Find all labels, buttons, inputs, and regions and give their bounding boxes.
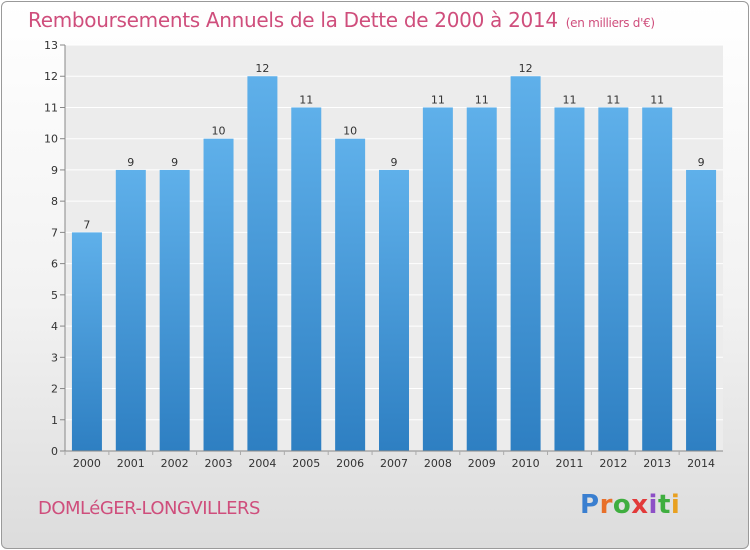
chart-title: Remboursements Annuels de la Dette de 20… — [28, 8, 655, 32]
bar-value-label: 9 — [391, 156, 398, 169]
x-tick-label: 2001 — [117, 457, 145, 470]
bar-value-label: 11 — [299, 93, 313, 106]
bar — [203, 138, 234, 451]
x-tick-label: 2011 — [555, 457, 583, 470]
y-tick-label: 10 — [44, 133, 58, 146]
city-name: DOMLéGER-LONGVILLERS — [38, 498, 260, 519]
bar-value-label: 11 — [475, 93, 489, 106]
bar — [291, 107, 322, 451]
x-tick-label: 2000 — [73, 457, 101, 470]
bar — [379, 169, 409, 451]
bar-value-label: 11 — [562, 93, 576, 106]
x-tick-label: 2012 — [599, 457, 627, 470]
logo-letter: i — [648, 490, 658, 520]
chart-title-text: Remboursements Annuels de la Dette de 20… — [28, 8, 558, 32]
bar — [247, 76, 278, 451]
x-tick-label: 2014 — [687, 457, 715, 470]
bar — [422, 107, 453, 451]
x-tick-label: 2008 — [424, 457, 452, 470]
y-tick-label: 3 — [51, 351, 58, 364]
y-tick-label: 9 — [51, 164, 58, 177]
logo-letter: r — [599, 490, 613, 520]
y-tick-label: 8 — [51, 195, 58, 208]
bar-value-label: 12 — [519, 62, 533, 75]
bar — [466, 107, 497, 451]
bar-value-label: 11 — [650, 93, 664, 106]
y-tick-label: 12 — [44, 70, 58, 83]
bar-value-label: 11 — [606, 93, 620, 106]
bar-value-label: 7 — [83, 218, 90, 231]
logo-letter: x — [631, 490, 649, 520]
logo-letter: t — [657, 490, 671, 520]
logo-letter: i — [670, 490, 681, 520]
y-tick-label: 13 — [44, 39, 58, 52]
x-tick-label: 2006 — [336, 457, 364, 470]
bar — [598, 107, 629, 451]
bar-value-label: 9 — [127, 156, 134, 169]
y-tick-label: 5 — [51, 289, 58, 302]
bar — [159, 169, 190, 451]
logo-letter: P — [580, 490, 600, 520]
x-tick-label: 2013 — [643, 457, 671, 470]
y-tick-label: 1 — [51, 414, 58, 427]
bar — [335, 138, 366, 451]
x-tick-label: 2005 — [292, 457, 320, 470]
x-tick-label: 2009 — [468, 457, 496, 470]
bar-value-label: 10 — [212, 125, 226, 138]
logo-letter: o — [612, 490, 632, 520]
x-tick-label: 2004 — [248, 457, 276, 470]
y-tick-label: 2 — [51, 383, 58, 396]
y-tick-label: 0 — [51, 445, 58, 458]
bar — [554, 107, 585, 451]
x-tick-label: 2003 — [205, 457, 233, 470]
chart-unit: (en milliers d'€) — [565, 16, 655, 30]
x-tick-label: 2002 — [161, 457, 189, 470]
x-tick-label: 2010 — [512, 457, 540, 470]
x-tick-label: 2007 — [380, 457, 408, 470]
y-tick-label: 4 — [51, 320, 58, 333]
bar — [510, 76, 541, 451]
proxiti-logo: Proxiti — [580, 490, 680, 520]
y-tick-label: 6 — [51, 258, 58, 271]
bar-value-label: 11 — [431, 93, 445, 106]
bar-value-label: 12 — [255, 62, 269, 75]
bar — [71, 232, 102, 451]
bar — [642, 107, 673, 451]
bar — [115, 169, 146, 451]
bar-value-label: 9 — [171, 156, 178, 169]
bar-value-label: 9 — [698, 156, 705, 169]
y-tick-label: 11 — [44, 101, 58, 114]
bar — [686, 169, 717, 451]
bar-value-label: 10 — [343, 125, 357, 138]
y-tick-label: 7 — [51, 226, 58, 239]
